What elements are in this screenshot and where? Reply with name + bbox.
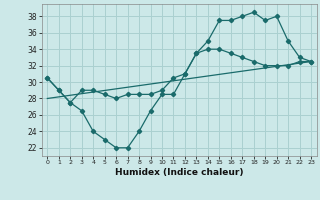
X-axis label: Humidex (Indice chaleur): Humidex (Indice chaleur) [115,168,244,177]
